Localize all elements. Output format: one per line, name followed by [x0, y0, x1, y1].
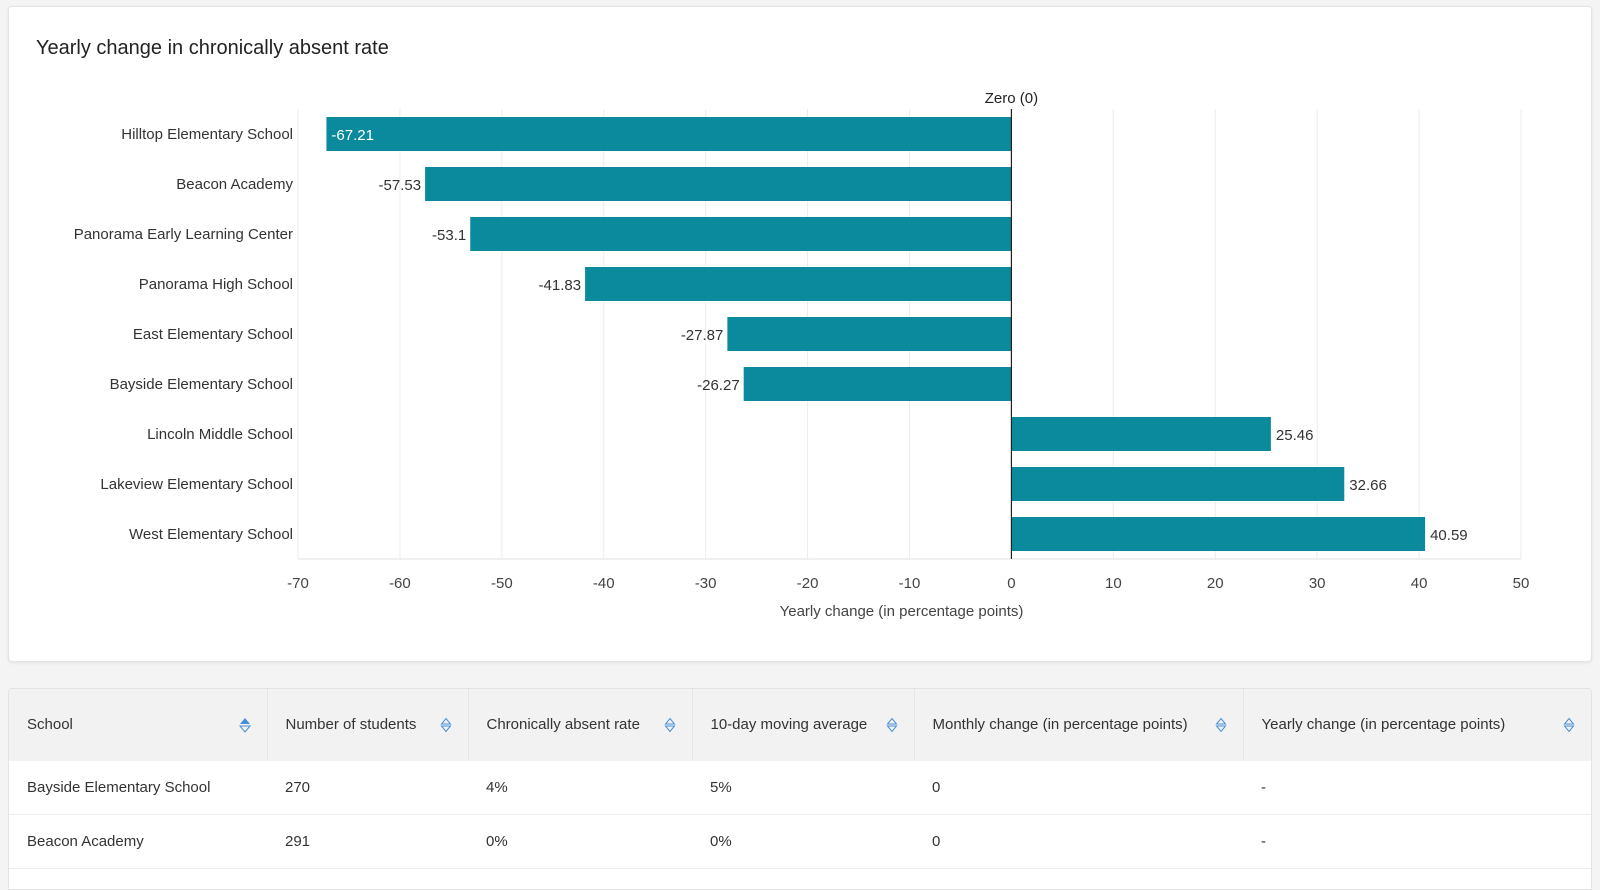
x-tick-label: 50 — [1513, 575, 1530, 592]
column-header-monthly-change-in-percentage-points[interactable]: Monthly change (in percentage points) — [914, 689, 1244, 761]
data-label: -53.1 — [432, 227, 466, 244]
column-header-label: Number of students — [285, 716, 417, 733]
bar — [743, 367, 1012, 401]
x-tick-label: 40 — [1411, 575, 1428, 592]
x-tick-label: -50 — [491, 575, 513, 592]
x-tick-label: -10 — [899, 575, 921, 592]
category-label: Beacon Academy — [176, 176, 293, 193]
table-cell: Beacon Academy — [9, 814, 267, 869]
schools-table-card: School Number of students Chronically abse… — [8, 688, 1592, 890]
x-tick-label: 0 — [1007, 575, 1015, 592]
sort-icon[interactable] — [439, 717, 452, 733]
bar — [326, 117, 1012, 151]
category-label: Bayside Elementary School — [110, 376, 293, 393]
column-header-yearly-change-in-percentage-points[interactable]: Yearly change (in percentage points) — [1243, 689, 1591, 761]
table-cell: - — [1243, 814, 1591, 869]
sort-icon[interactable] — [1214, 717, 1227, 733]
table-header-row: School Number of students Chronically abse… — [9, 689, 1591, 761]
sort-icon[interactable] — [1563, 717, 1575, 733]
bar — [470, 217, 1012, 251]
column-header-chronically-absent-rate[interactable]: Chronically absent rate — [468, 689, 693, 761]
table-cell: Bayside Elementary School — [9, 761, 267, 815]
data-label: -27.87 — [681, 327, 724, 344]
data-label: 40.59 — [1430, 527, 1468, 544]
data-label: -57.53 — [379, 177, 422, 194]
bar-chart: Hilltop Elementary School -67.21 Beacon Ac… — [74, 90, 1530, 620]
column-header-10-day-moving-average[interactable]: 10-day moving average — [692, 689, 915, 761]
column-header-school[interactable]: School — [9, 689, 268, 761]
table-cell: 270 — [267, 761, 468, 815]
x-tick-label: 10 — [1105, 575, 1122, 592]
bar — [1011, 467, 1345, 501]
column-header-label: 10-day moving average — [710, 716, 868, 733]
sort-icon[interactable] — [663, 717, 676, 733]
x-tick-label: -70 — [287, 575, 309, 592]
sort-icon[interactable] — [885, 717, 898, 733]
category-label: Panorama Early Learning Center — [74, 226, 293, 243]
category-label: Hilltop Elementary School — [121, 126, 293, 143]
x-tick-label: 30 — [1309, 575, 1326, 592]
bar — [1011, 417, 1271, 451]
sort-ascending-icon[interactable] — [238, 717, 251, 733]
schools-table: School Number of students Chronically abse… — [9, 689, 1591, 869]
zero-reference-label: Zero (0) — [985, 90, 1038, 107]
data-label: -26.27 — [697, 377, 740, 394]
table-cell: 4% — [468, 761, 692, 815]
category-label: Lakeview Elementary School — [100, 476, 293, 493]
chart-title: Yearly change in chronically absent rate — [36, 37, 389, 59]
data-label: 32.66 — [1349, 477, 1387, 494]
table-cell: 0% — [692, 814, 914, 869]
category-label: Lincoln Middle School — [147, 426, 293, 443]
column-header-number-of-students[interactable]: Number of students — [267, 689, 469, 761]
column-header-label: Chronically absent rate — [486, 716, 640, 733]
bar — [585, 267, 1012, 301]
table-cell: 0% — [468, 814, 692, 869]
category-label: East Elementary School — [133, 326, 293, 343]
column-header-label: Monthly change (in percentage points) — [932, 716, 1188, 733]
bar — [1011, 517, 1426, 551]
table-row: Beacon Academy 291 0% 0% 0- — [9, 814, 1591, 869]
table-cell: 0 — [914, 814, 1243, 869]
category-label: Panorama High School — [139, 276, 293, 293]
table-cell: 0 — [914, 761, 1243, 815]
x-tick-label: -20 — [797, 575, 819, 592]
bar — [727, 317, 1012, 351]
x-tick-label: -30 — [695, 575, 717, 592]
table-row: Bayside Elementary School 270 4% 5% 0- — [9, 761, 1591, 815]
bar — [425, 167, 1012, 201]
x-tick-label: 20 — [1207, 575, 1224, 592]
data-label: 25.46 — [1276, 427, 1314, 444]
data-label: -67.21 — [331, 127, 374, 144]
column-header-label: School — [27, 716, 73, 733]
column-header-label: Yearly change (in percentage points) — [1261, 716, 1506, 733]
table-cell: 5% — [692, 761, 914, 815]
category-label: West Elementary School — [129, 526, 293, 543]
x-tick-label: -60 — [389, 575, 411, 592]
table-cell: 291 — [267, 814, 468, 869]
chart-card: Yearly change in chronically absent rate… — [8, 6, 1592, 662]
data-label: -41.83 — [539, 277, 582, 294]
x-tick-label: -40 — [593, 575, 615, 592]
x-axis-title: Yearly change (in percentage points) — [780, 603, 1024, 620]
table-cell: - — [1243, 761, 1591, 815]
